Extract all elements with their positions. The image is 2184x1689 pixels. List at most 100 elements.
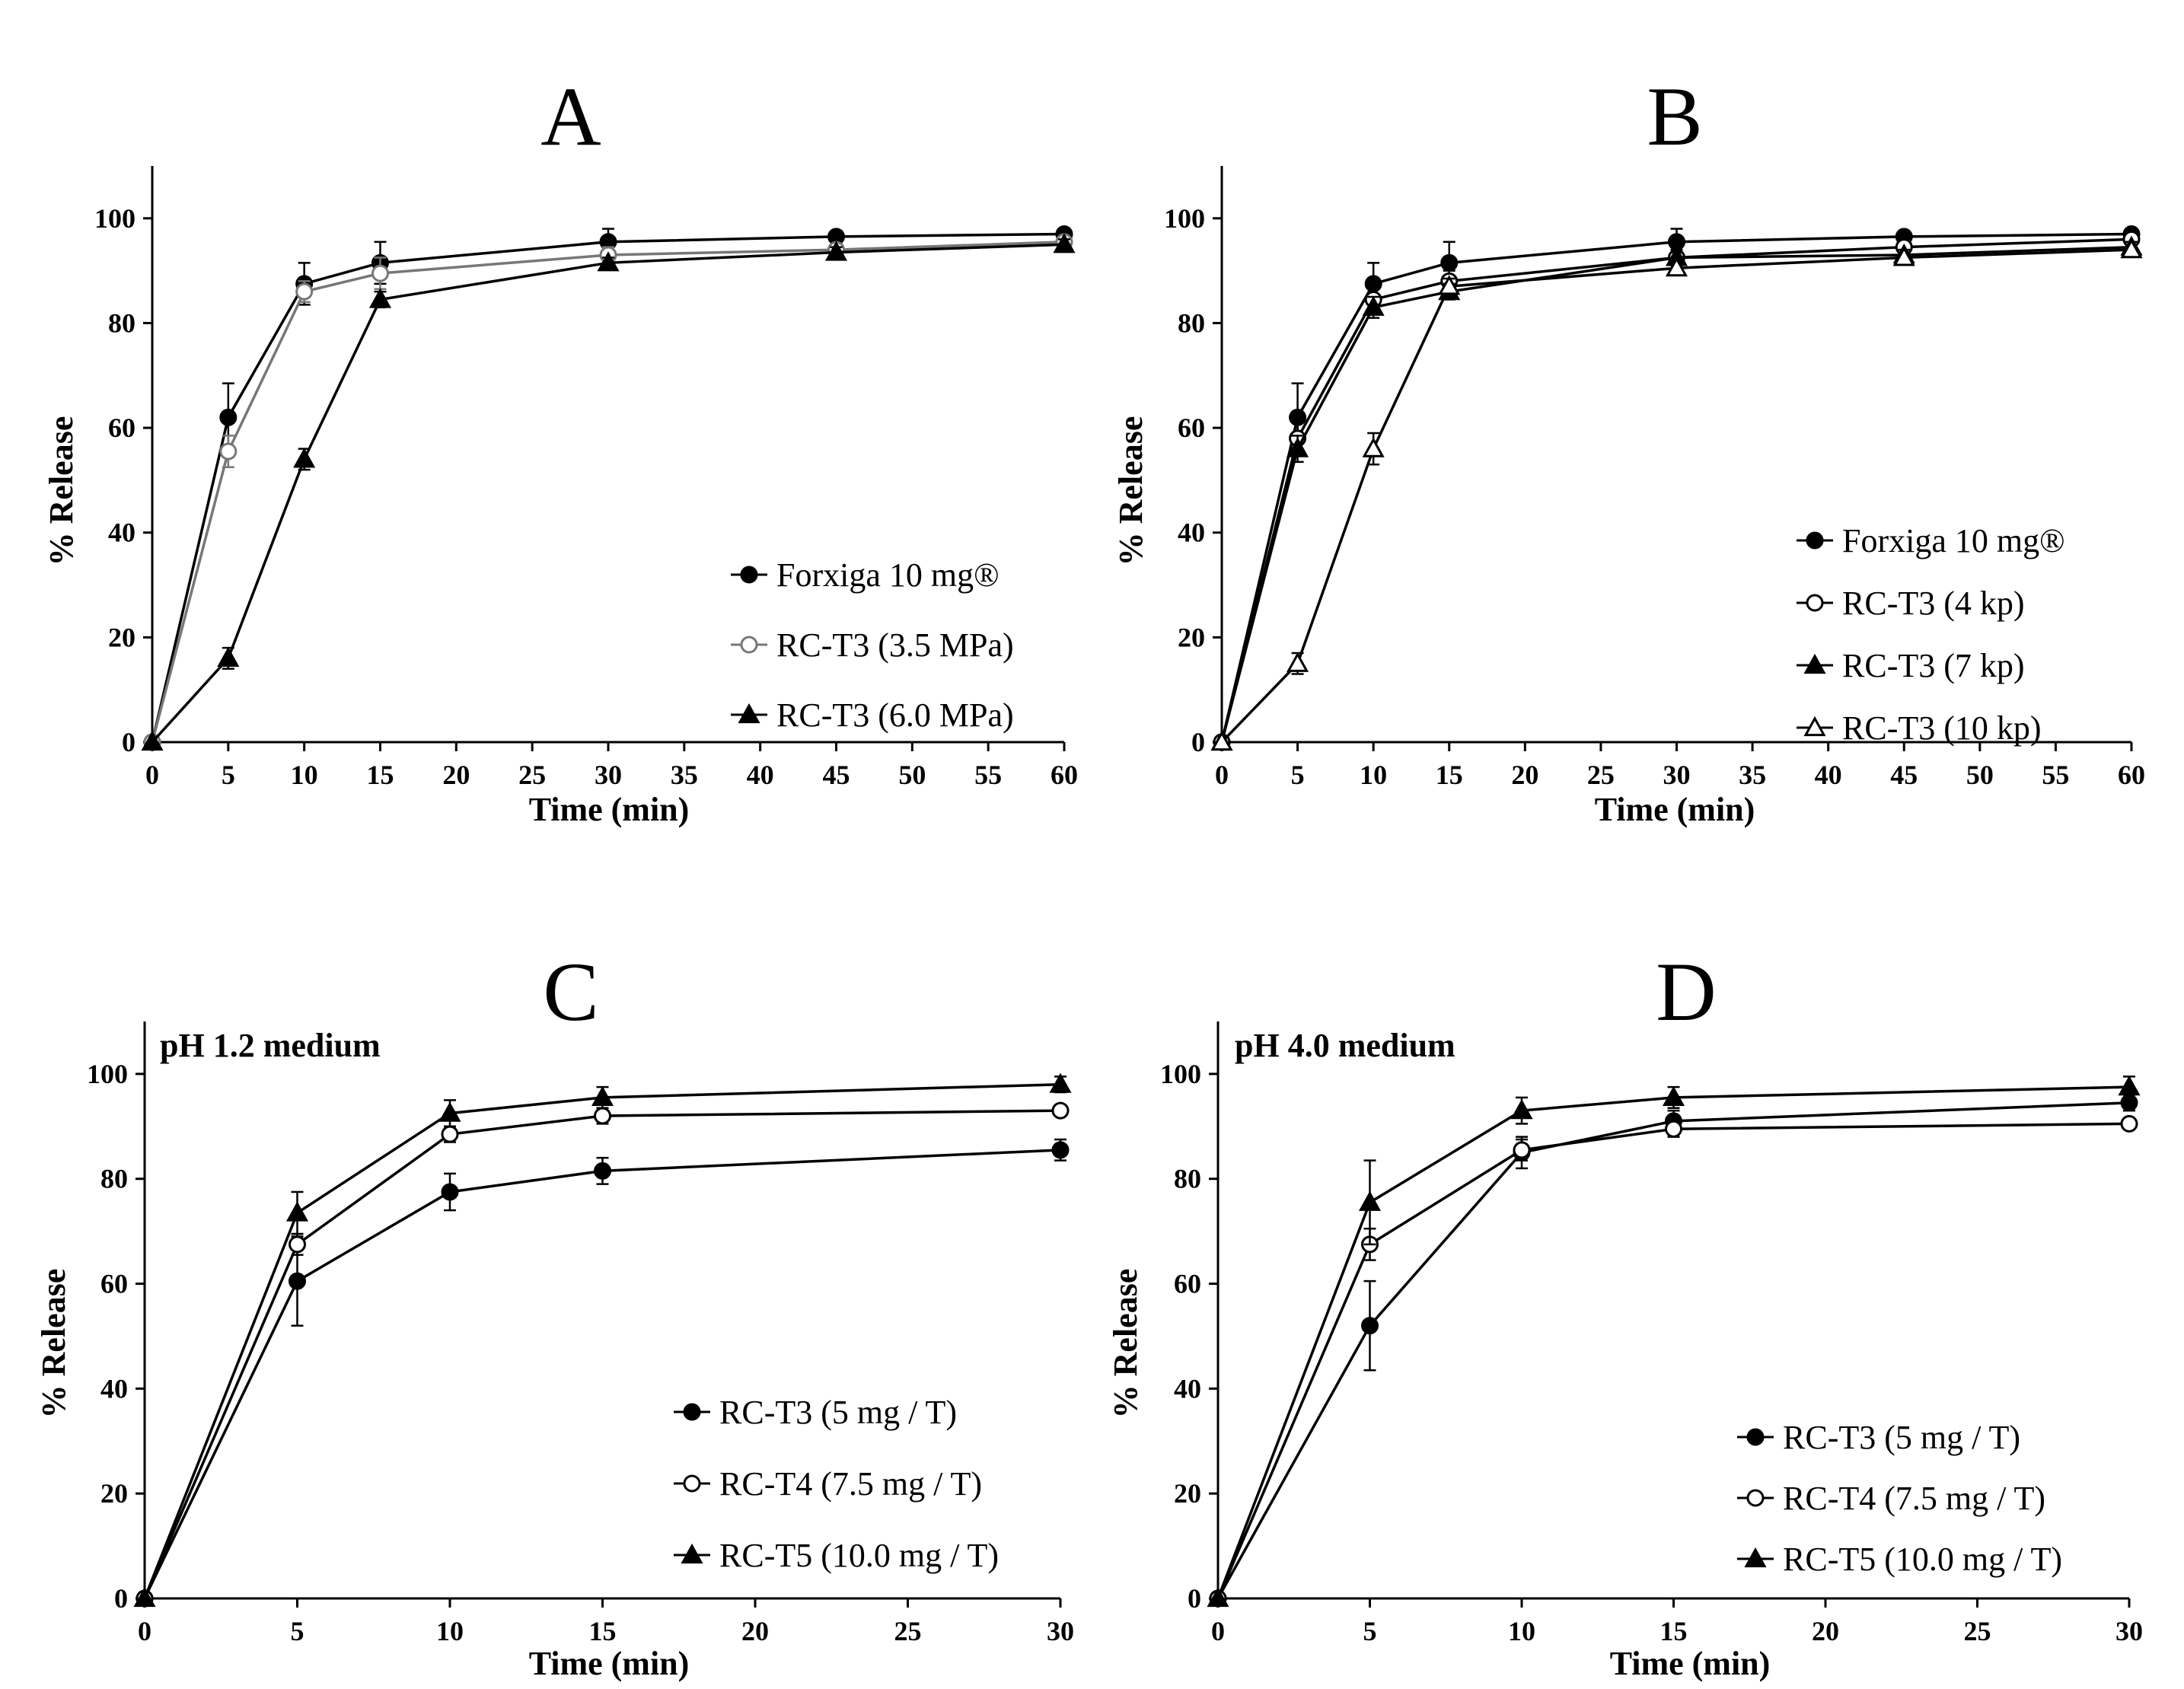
series-3 (133, 1072, 1072, 1608)
panel-title: C (543, 945, 598, 1038)
x-tick-label: 50 (1966, 760, 1994, 790)
y-tick-label: 0 (1188, 1583, 1201, 1614)
chart-panel-d: D 0 20 40 60 80 100 0 5 10 15 20 25 30 Time (min) % Rel… (1107, 945, 2143, 1682)
legend-marker (1806, 531, 1824, 550)
data-point (1440, 253, 1459, 272)
x-tick-label: 20 (1812, 1616, 1839, 1646)
legend-marker (740, 636, 758, 654)
y-tick-label: 100 (94, 203, 136, 234)
x-tick-label: 60 (2118, 760, 2145, 790)
legend-item: RC-T3 (10 kp) (1797, 709, 2042, 747)
legend-item: Forxiga 10 mg® (731, 556, 1000, 594)
data-point (2118, 1076, 2141, 1096)
y-axis-title: % Release (35, 1269, 72, 1419)
x-tick-label: 20 (741, 1616, 769, 1646)
legend-marker (681, 1543, 703, 1564)
y-tick-label: 20 (108, 622, 136, 652)
x-tick-label: 5 (291, 1616, 304, 1646)
data-point (219, 442, 238, 460)
data-point (2120, 238, 2143, 259)
legend-item: RC-T3 (7 kp) (1797, 647, 2025, 684)
data-point (289, 1272, 306, 1290)
legend-label: RC-T3 (5 mg / T) (1783, 1419, 2020, 1456)
y-tick-label: 20 (1178, 622, 1205, 652)
x-tick-label: 40 (1815, 760, 1842, 790)
x-tick-label: 40 (747, 760, 774, 790)
legend-label: RC-T4 (7.5 mg / T) (719, 1465, 982, 1503)
series-3 (1207, 1076, 2141, 1608)
data-point (1362, 295, 1385, 316)
legend-marker (1746, 1428, 1765, 1446)
series-line (151, 243, 1065, 744)
data-point (441, 1125, 459, 1143)
y-tick-label: 40 (100, 1373, 128, 1404)
data-point (219, 408, 238, 426)
data-point (1207, 1586, 1229, 1608)
legend-label: RC-T3 (5 mg / T) (719, 1394, 957, 1431)
data-point (368, 288, 392, 308)
data-point (1286, 437, 1309, 457)
x-tick-label: 10 (436, 1616, 464, 1646)
data-point (1049, 1072, 1072, 1093)
data-point (1892, 246, 1915, 266)
x-tick-label: 0 (145, 760, 159, 790)
legend-label: RC-T5 (10.0 mg / T) (719, 1537, 999, 1574)
data-point (594, 1107, 611, 1125)
data-point (133, 1586, 156, 1608)
chart-panel-a: A 0 20 40 60 80 100 0 5 10 15 20 25 30 35 40 45 50 55 60 Tim… (43, 70, 1078, 828)
series-1 (136, 1138, 1070, 1608)
x-tick-label: 10 (1508, 1616, 1535, 1646)
x-tick-label: 5 (1291, 760, 1305, 790)
legend-item: Forxiga 10 mg® (1797, 522, 2065, 559)
x-tick-label: 10 (291, 760, 318, 790)
x-tick-label: 25 (1587, 760, 1615, 790)
data-point (285, 1201, 309, 1222)
y-axis-title: % Release (43, 416, 80, 566)
data-point (1662, 1085, 1685, 1107)
legend-marker (1806, 594, 1824, 612)
x-tick-label: 25 (1964, 1616, 1991, 1646)
x-tick-label: 55 (2042, 760, 2069, 790)
data-point (1362, 437, 1385, 457)
legend-marker (683, 1474, 701, 1493)
y-axis-title: % Release (1107, 1269, 1144, 1419)
data-point (1210, 730, 1233, 751)
data-point (295, 282, 314, 301)
x-tick-label: 0 (138, 1616, 151, 1646)
legend-label: RC-T5 (10.0 mg / T) (1783, 1541, 2062, 1578)
x-tick-label: 50 (898, 760, 926, 790)
x-tick-label: 30 (2115, 1616, 2143, 1646)
data-point (1361, 1317, 1379, 1335)
x-tick-label: 55 (974, 760, 1002, 790)
legend-marker (738, 703, 760, 724)
data-point (1665, 257, 1688, 277)
x-tick-label: 35 (1739, 760, 1766, 790)
series-1 (1209, 1094, 2138, 1608)
medium-annotation: pH 1.2 medium (160, 1027, 381, 1064)
data-point (217, 646, 240, 667)
legend-item: RC-T4 (7.5 mg / T) (674, 1465, 982, 1503)
legend-label: RC-T3 (6.0 MPa) (776, 696, 1014, 734)
legend-marker (740, 566, 758, 584)
chart-panel-b: B 0 20 40 60 80 100 0 5 10 15 20 25 30 35 40 45 50 55 60 Tim… (1112, 70, 2145, 828)
y-tick-label: 80 (1178, 308, 1205, 338)
y-tick-label: 40 (1178, 518, 1205, 548)
y-tick-label: 40 (108, 518, 136, 548)
x-tick-label: 30 (1047, 1616, 1074, 1646)
legend-label: RC-T3 (10 kp) (1842, 709, 2042, 747)
legend-marker (1803, 715, 1826, 737)
data-point (824, 241, 848, 261)
x-tick-label: 30 (1663, 760, 1691, 790)
y-tick-label: 80 (100, 1164, 128, 1194)
series-line (151, 241, 1065, 743)
y-tick-label: 100 (1160, 1059, 1201, 1089)
legend-marker (683, 1403, 701, 1421)
y-tick-label: 0 (114, 1583, 128, 1614)
legend-marker (1744, 1547, 1767, 1568)
legend-item: RC-T5 (10.0 mg / T) (1737, 1541, 2062, 1578)
data-point (1513, 1141, 1531, 1159)
data-point (141, 730, 164, 751)
x-tick-label: 5 (1363, 1616, 1377, 1646)
x-tick-label: 15 (1660, 1616, 1688, 1646)
data-point (2120, 1114, 2138, 1133)
